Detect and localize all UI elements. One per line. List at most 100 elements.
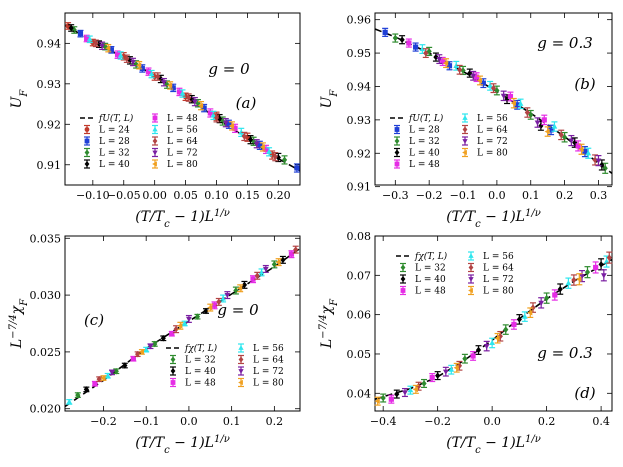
marker: [528, 111, 534, 119]
legend-label: L = 40: [409, 149, 440, 159]
marker: [382, 29, 388, 35]
data-point: [382, 27, 389, 37]
y-tick-label: 0.94: [347, 80, 372, 93]
marker: [510, 100, 516, 107]
legend-item: L = 40: [84, 159, 130, 170]
marker: [266, 148, 272, 154]
data-point: [422, 48, 429, 59]
marker: [527, 309, 533, 316]
legend-marker: [468, 277, 474, 282]
marker: [145, 69, 152, 75]
marker: [114, 52, 121, 58]
series-l72: [436, 54, 602, 167]
legend-marker: [84, 127, 90, 132]
marker: [473, 74, 480, 80]
legend-marker: [238, 379, 243, 386]
marker: [494, 87, 500, 94]
x-tick-label: −0.2: [90, 415, 117, 428]
data-point: [466, 68, 473, 78]
data-point: [510, 97, 517, 109]
marker: [551, 123, 558, 129]
marker: [578, 146, 584, 153]
data-point: [558, 129, 565, 141]
marker: [86, 36, 93, 42]
series-l64: [92, 39, 279, 162]
y-tick-label: 0.08: [347, 230, 372, 243]
legend-item: L = 56: [468, 251, 514, 262]
x-tick-label: 0.2: [556, 189, 574, 202]
data-point: [392, 33, 399, 43]
data-point: [222, 118, 229, 128]
legend-item: L = 40: [400, 274, 446, 285]
marker: [258, 269, 265, 275]
x-tick-label: −0.2: [424, 415, 451, 428]
plot-frame: [64, 12, 301, 186]
x-tick-label: 0.15: [235, 189, 260, 202]
marker: [576, 276, 582, 283]
legend-item: L = 40: [170, 366, 216, 377]
series-l48: [91, 250, 295, 387]
data-point: [421, 378, 428, 389]
data-point: [143, 346, 150, 353]
marker: [207, 110, 213, 116]
data-point: [254, 271, 261, 280]
legend-item: L = 64: [238, 354, 284, 366]
x-tick-label: 0.2: [266, 415, 284, 428]
marker: [100, 375, 106, 381]
data-point: [494, 332, 501, 344]
data-point: [194, 313, 201, 320]
legend-item: fU(T, L): [80, 113, 134, 124]
data-point: [592, 154, 599, 166]
data-point: [211, 301, 218, 310]
data-point: [77, 29, 84, 38]
series-l48: [388, 261, 599, 404]
legend-item: L = 48: [400, 285, 446, 297]
marker: [253, 141, 260, 147]
data-point: [66, 398, 73, 405]
marker: [467, 69, 473, 77]
legend-marker: [152, 138, 158, 144]
y-tick-label: 0.92: [347, 147, 372, 160]
data-point: [565, 277, 572, 289]
data-point: [493, 85, 500, 96]
x-tick-label: 0.4: [592, 415, 610, 428]
marker: [534, 120, 541, 126]
legend-marker: [394, 138, 400, 144]
legend-item: L = 80: [238, 377, 284, 389]
marker: [489, 339, 495, 346]
marker: [406, 40, 412, 46]
marker: [392, 34, 398, 42]
legend: fχ(T, L)L = 32L = 40L = 48L = 56L = 64L …: [166, 343, 284, 389]
marker: [582, 149, 588, 155]
plot-frame: [374, 12, 613, 186]
marker: [211, 302, 218, 308]
marker: [272, 153, 278, 160]
series-l72: [109, 264, 269, 376]
marker: [186, 94, 192, 101]
data-point: [374, 396, 381, 406]
marker: [584, 268, 591, 276]
marker: [237, 285, 243, 292]
marker: [170, 85, 176, 91]
marker: [66, 398, 73, 404]
data-point: [483, 340, 490, 352]
data-point: [380, 393, 387, 403]
legend-item: L = 72: [238, 366, 284, 377]
data-point: [293, 163, 300, 173]
marker: [470, 73, 477, 79]
marker: [186, 316, 192, 323]
legend-item: L = 28: [394, 124, 440, 136]
legend-marker: [84, 161, 90, 167]
marker: [77, 31, 84, 37]
marker: [92, 381, 98, 387]
marker: [275, 259, 281, 265]
marker: [93, 40, 99, 47]
series-l64: [422, 48, 599, 166]
data-point: [164, 80, 171, 89]
marker: [124, 55, 130, 62]
legend-marker: [238, 369, 244, 374]
data-point: [241, 131, 248, 142]
series-l80: [374, 273, 583, 406]
panel-label: (b): [574, 75, 595, 93]
